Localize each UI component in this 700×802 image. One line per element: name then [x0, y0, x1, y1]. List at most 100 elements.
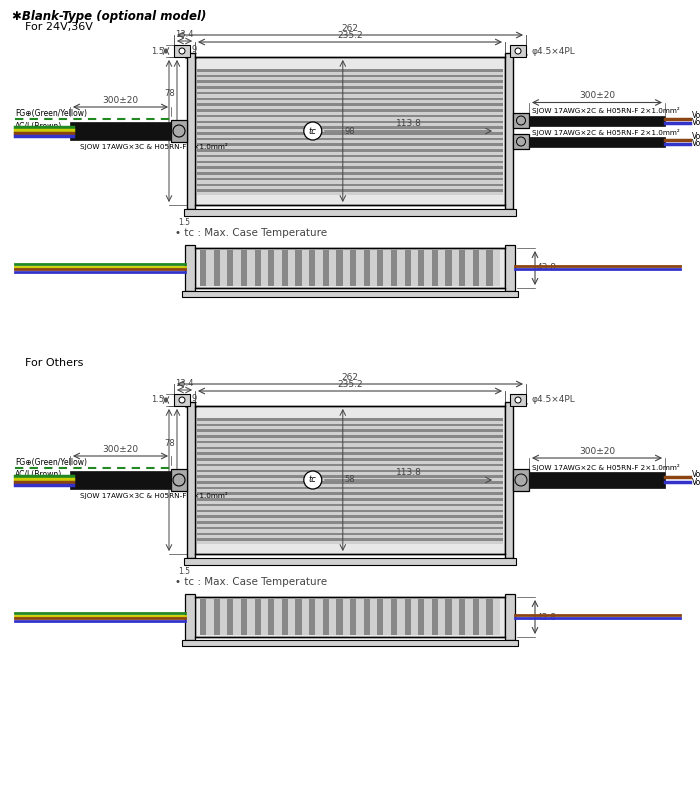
Bar: [513, 113, 529, 128]
Bar: [288, 599, 295, 635]
Bar: [356, 599, 363, 635]
Bar: [452, 250, 459, 286]
Bar: [197, 98, 503, 100]
Bar: [241, 599, 247, 635]
Bar: [185, 594, 195, 640]
Bar: [197, 95, 503, 98]
Bar: [288, 250, 295, 286]
Bar: [197, 83, 503, 86]
Circle shape: [515, 397, 521, 403]
Bar: [197, 487, 503, 489]
Text: 43.8: 43.8: [537, 264, 557, 273]
Text: Vo+(Brown): Vo+(Brown): [692, 469, 700, 479]
Bar: [260, 599, 268, 635]
Bar: [405, 599, 411, 635]
Bar: [510, 394, 526, 406]
Bar: [206, 599, 214, 635]
Bar: [479, 250, 486, 286]
Bar: [197, 164, 503, 166]
Bar: [197, 452, 503, 455]
Bar: [187, 53, 195, 209]
Text: Vo-(Blue): Vo-(Blue): [692, 139, 700, 148]
Bar: [197, 460, 503, 464]
Bar: [466, 250, 472, 286]
Text: tc: tc: [309, 127, 316, 136]
Text: 235.2: 235.2: [337, 31, 363, 40]
Bar: [424, 599, 432, 635]
Text: SJOW 17AWG×3C & H05RN-F 3×1.0mm²: SJOW 17AWG×3C & H05RN-F 3×1.0mm²: [80, 143, 228, 150]
Bar: [493, 599, 500, 635]
Bar: [197, 160, 503, 164]
Bar: [197, 527, 503, 529]
Bar: [363, 250, 370, 286]
Bar: [529, 115, 665, 125]
Bar: [513, 469, 529, 491]
Bar: [197, 135, 503, 138]
Bar: [268, 599, 274, 635]
Bar: [197, 189, 503, 192]
Bar: [197, 489, 503, 492]
Bar: [174, 45, 190, 57]
Bar: [197, 538, 503, 541]
Bar: [200, 599, 206, 635]
Bar: [187, 402, 195, 558]
Bar: [220, 599, 228, 635]
Bar: [197, 512, 503, 516]
Text: φ4.5×4PL: φ4.5×4PL: [531, 395, 575, 404]
Bar: [411, 599, 418, 635]
Bar: [486, 599, 493, 635]
Bar: [197, 124, 503, 126]
Text: AC/L(Brown): AC/L(Brown): [15, 121, 62, 131]
Bar: [197, 71, 503, 75]
Bar: [220, 250, 228, 286]
Bar: [197, 467, 503, 469]
Bar: [197, 169, 503, 172]
Text: 125: 125: [151, 476, 167, 484]
Bar: [274, 599, 282, 635]
Bar: [197, 120, 503, 124]
Bar: [197, 144, 503, 146]
Text: 78: 78: [164, 439, 175, 448]
Bar: [197, 447, 503, 449]
Text: 1.5: 1.5: [151, 47, 164, 55]
Bar: [197, 458, 503, 460]
Bar: [473, 599, 479, 635]
Bar: [233, 250, 241, 286]
Circle shape: [179, 48, 185, 54]
Bar: [197, 178, 503, 180]
Bar: [197, 157, 503, 160]
Bar: [418, 250, 424, 286]
Bar: [479, 599, 486, 635]
Text: 262: 262: [342, 373, 358, 382]
Bar: [309, 250, 315, 286]
Bar: [493, 250, 500, 286]
Bar: [197, 184, 503, 186]
Bar: [185, 245, 195, 291]
Bar: [438, 250, 445, 286]
Bar: [197, 192, 503, 195]
Bar: [197, 132, 503, 135]
Bar: [197, 435, 503, 438]
Text: SJOW 17AWG×2C & H05RN-F 2×1.0mm²: SJOW 17AWG×2C & H05RN-F 2×1.0mm²: [532, 107, 680, 115]
Bar: [197, 492, 503, 495]
Bar: [384, 599, 391, 635]
Text: 13.4: 13.4: [175, 379, 194, 388]
Bar: [405, 250, 411, 286]
Bar: [197, 535, 503, 538]
Bar: [233, 599, 241, 635]
Text: AC/L(Brown): AC/L(Brown): [15, 471, 62, 480]
Bar: [197, 504, 503, 507]
Bar: [184, 558, 516, 565]
Bar: [337, 599, 342, 635]
Bar: [184, 209, 516, 216]
Bar: [197, 418, 503, 420]
Bar: [197, 429, 503, 432]
Bar: [370, 599, 377, 635]
Bar: [197, 146, 503, 149]
Bar: [200, 250, 206, 286]
Bar: [241, 250, 247, 286]
Bar: [197, 115, 503, 117]
Bar: [70, 471, 171, 489]
Bar: [197, 455, 503, 458]
Bar: [195, 248, 505, 288]
